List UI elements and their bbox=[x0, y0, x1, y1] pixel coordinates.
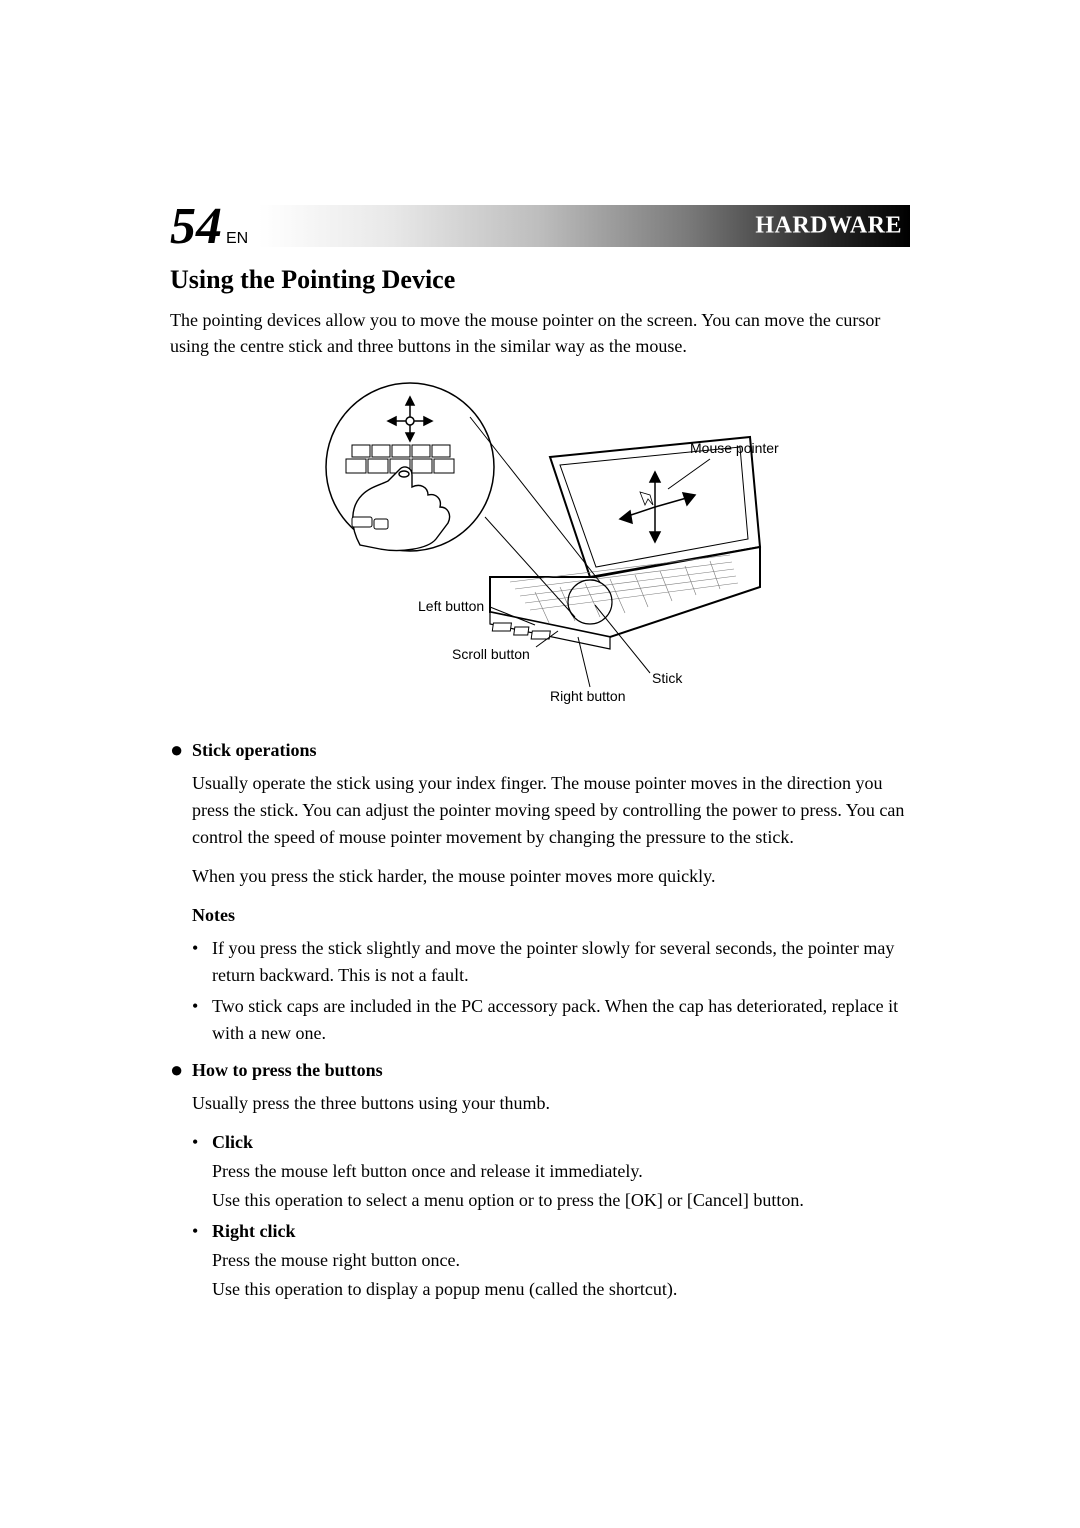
bullet-dot-icon: • bbox=[192, 1218, 212, 1303]
pointing-device-diagram: Mouse pointer Left button Scroll button … bbox=[290, 377, 790, 717]
note-item: • Two stick caps are included in the PC … bbox=[192, 993, 910, 1047]
header-title: HARDWARE bbox=[755, 213, 902, 240]
stick-ops-heading: Stick operations bbox=[192, 737, 317, 764]
button-item-click: • Click Press the mouse left button once… bbox=[192, 1129, 910, 1214]
bullet-dot-icon: • bbox=[192, 993, 212, 1047]
stick-ops-p2: When you press the stick harder, the mou… bbox=[192, 863, 910, 890]
note-text: Two stick caps are included in the PC ac… bbox=[212, 993, 910, 1047]
buttons-heading: How to press the buttons bbox=[192, 1057, 383, 1084]
notes-heading: Notes bbox=[192, 902, 910, 929]
buttons-p1: Usually press the three buttons using yo… bbox=[192, 1090, 910, 1117]
body-content: ● Stick operations Usually operate the s… bbox=[170, 737, 910, 1303]
label-mouse-pointer: Mouse pointer bbox=[690, 440, 779, 456]
right-click-label: Right click bbox=[212, 1218, 910, 1245]
click-label: Click bbox=[212, 1129, 910, 1156]
bullet-dot-icon: • bbox=[192, 935, 212, 989]
label-right-button: Right button bbox=[550, 688, 626, 704]
button-item-right-click: • Right click Press the mouse right butt… bbox=[192, 1218, 910, 1303]
bullet-dot-icon: • bbox=[192, 1129, 212, 1214]
note-text: If you press the stick slightly and move… bbox=[212, 935, 910, 989]
bullet-stick-operations: ● Stick operations bbox=[170, 737, 910, 764]
laptop-icon bbox=[490, 437, 760, 649]
document-page: 54EN HARDWARE Using the Pointing Device … bbox=[0, 0, 1080, 1528]
zoom-circle-icon bbox=[326, 383, 494, 551]
lang-code: EN bbox=[226, 230, 248, 247]
note-item: • If you press the stick slightly and mo… bbox=[192, 935, 910, 989]
bullet-dot-icon: ● bbox=[170, 737, 192, 764]
bullet-dot-icon: ● bbox=[170, 1057, 192, 1084]
click-line2: Use this operation to select a menu opti… bbox=[212, 1187, 910, 1214]
stick-ops-p1: Usually operate the stick using your ind… bbox=[192, 770, 910, 851]
section-heading: Using the Pointing Device bbox=[170, 265, 910, 295]
label-scroll-button: Scroll button bbox=[452, 646, 530, 662]
page-number: 54EN bbox=[170, 201, 252, 253]
bullet-how-to-press: ● How to press the buttons bbox=[170, 1057, 910, 1084]
right-click-line1: Press the mouse right button once. bbox=[212, 1247, 910, 1274]
section-intro: The pointing devices allow you to move t… bbox=[170, 307, 910, 359]
diagram-container: Mouse pointer Left button Scroll button … bbox=[170, 377, 910, 717]
label-left-button: Left button bbox=[418, 598, 484, 614]
label-stick: Stick bbox=[652, 670, 683, 686]
click-line1: Press the mouse left button once and rel… bbox=[212, 1158, 910, 1185]
right-click-line2: Use this operation to display a popup me… bbox=[212, 1276, 910, 1303]
header-bar: 54EN HARDWARE bbox=[170, 205, 910, 247]
page-number-value: 54 bbox=[170, 198, 222, 255]
